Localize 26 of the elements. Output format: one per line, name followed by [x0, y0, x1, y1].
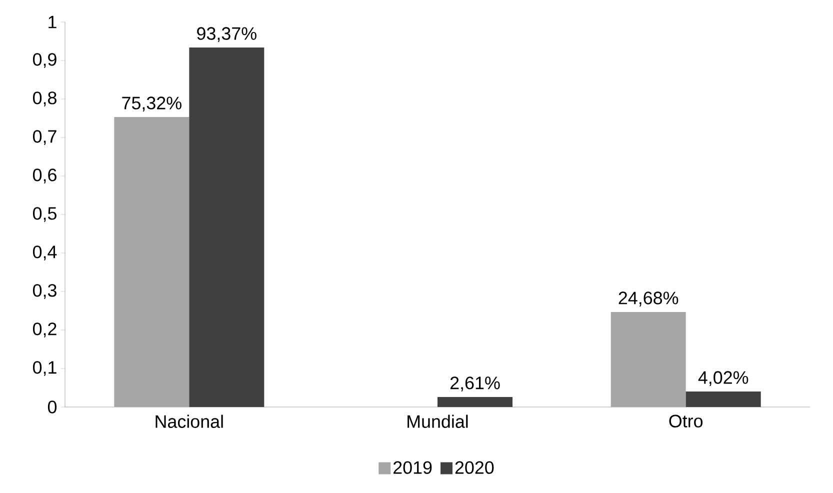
y-tick-label: 0,6 — [33, 168, 56, 184]
bar — [189, 48, 264, 407]
legend-label: 2019 — [394, 461, 432, 474]
y-tick-label: 0,8 — [33, 92, 56, 106]
y-tick-label: 0,9 — [33, 53, 56, 68]
bar — [438, 396, 513, 407]
data-label: 4,02% — [698, 371, 748, 386]
legend-label: 2020 — [455, 461, 494, 474]
y-tick-label: 0,7 — [33, 130, 56, 145]
y-tick-label: 0,3 — [33, 284, 56, 299]
data-label: 24,68% — [618, 292, 678, 306]
y-tick-label: 0,4 — [33, 246, 57, 260]
x-tick-label: Mundial — [408, 414, 468, 428]
y-tick-label: 0 — [48, 400, 57, 414]
y-tick-label: 0,1 — [33, 361, 56, 376]
bar — [686, 392, 761, 407]
y-tick-label: 0,2 — [33, 322, 56, 338]
bar — [610, 312, 686, 407]
x-tick-label: Otro — [669, 414, 703, 428]
data-label: 75,32% — [122, 96, 182, 112]
x-tick-label: Nacional — [156, 414, 223, 428]
y-tick-label: 1 — [48, 16, 56, 28]
data-label: 2,61% — [450, 376, 500, 392]
y-tick-label: 0,5 — [33, 207, 56, 222]
bar — [114, 117, 190, 407]
data-label: 93,37% — [197, 27, 256, 42]
